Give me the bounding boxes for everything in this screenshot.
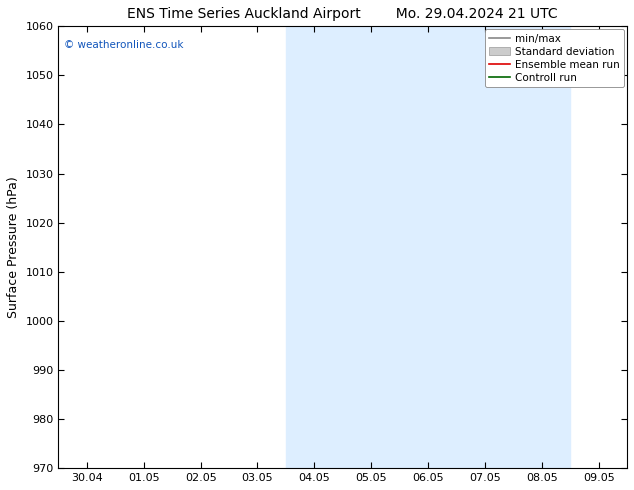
Bar [456,26,570,468]
Title: ENS Time Series Auckland Airport        Mo. 29.04.2024 21 UTC: ENS Time Series Auckland Airport Mo. 29.… [127,7,558,21]
Text: © weatheronline.co.uk: © weatheronline.co.uk [64,40,184,49]
Y-axis label: Surface Pressure (hPa): Surface Pressure (hPa) [7,176,20,318]
Bar [286,26,456,468]
Legend: min/max, Standard deviation, Ensemble mean run, Controll run: min/max, Standard deviation, Ensemble me… [485,29,624,87]
